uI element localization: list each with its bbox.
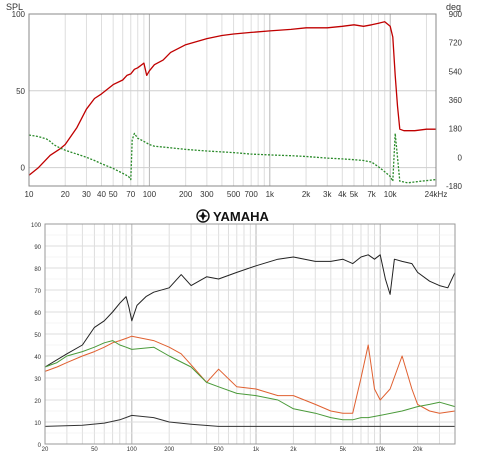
x-tick-label: 5k [340, 447, 347, 452]
y-tick-label: 90 [34, 245, 41, 251]
y-tick-label: 100 [31, 223, 42, 229]
chart1-series [28, 21, 437, 184]
series-line-3 [44, 340, 456, 421]
x-tick-label: 70 [126, 190, 135, 199]
y-tick-label: 70 [34, 289, 41, 295]
chart2-tick-labels: 20 50 100 200 500 1k 2k 5k 10k 20k 0 10 20 30 40 50 60 70… [31, 223, 423, 452]
chart1-grid [28, 13, 436, 186]
yamaha-logo-icon [196, 209, 210, 223]
series-line-4 [44, 414, 455, 427]
chart2-plot-frame [44, 223, 456, 445]
y-tick-label: 60 [34, 311, 41, 317]
x-tick-label: 20 [42, 447, 49, 452]
x-tick-label: 100 [127, 447, 138, 452]
x-tick-label: 2k [302, 190, 311, 199]
y-tick-label: 80 [34, 267, 41, 273]
x-tick-label: 4k [338, 190, 347, 199]
x-tick-label: 20 [61, 190, 70, 199]
chart1-ylabel: SPL [6, 2, 23, 12]
y-tick-label: 50 [34, 333, 41, 339]
y-tick-label: 40 [34, 355, 41, 361]
series-line-2 [44, 335, 456, 414]
x-tick-label: 7k [367, 190, 376, 199]
y-tick-label: 30 [34, 377, 41, 383]
x-tick-label: 10k [375, 447, 386, 452]
x-tick-label: 10k [384, 190, 398, 199]
series-line-2 [28, 132, 437, 184]
chart1-tick-labels: 10 20 30 40 50 70 100 200 300 500 700 1k 2k 3k 4k 5k 7k 1… [12, 10, 463, 199]
y2-tick-label: 900 [449, 10, 463, 19]
x-tick-label: 20k [413, 447, 424, 452]
x-tick-label: 200 [179, 190, 193, 199]
x-tick-label: 100 [143, 190, 157, 199]
y2-tick-label: 360 [449, 96, 463, 105]
x-tick-label: 10 [25, 190, 34, 199]
x-tick-label: 500 [227, 190, 241, 199]
x-tick-label: 24kHz [425, 190, 448, 199]
y2-tick-label: 0 [458, 153, 463, 162]
x-tick-label: 700 [244, 190, 258, 199]
x-tick-label: 50 [91, 447, 98, 452]
x-tick-label: 1k [253, 447, 260, 452]
yamaha-response-chart: YAMAHA 20 50 100 200 500 1k 2k 5k 10k 20k 0 10 20 30 4… [0, 202, 480, 452]
y-tick-label: 0 [38, 443, 42, 449]
chart2-series [44, 254, 456, 427]
x-tick-label: 5k [350, 190, 359, 199]
chart2-grid [44, 223, 456, 445]
y-tick-label: 0 [21, 164, 26, 173]
spl-phase-chart: SPL deg 10 20 30 40 50 70 100 200 300 500 700 1k 2k 3… [0, 0, 480, 200]
y2-tick-label: -180 [446, 182, 463, 191]
series-line-1 [28, 21, 436, 176]
chart1-plot-frame [28, 13, 437, 187]
y-tick-label: 20 [34, 399, 41, 405]
series-line-1 [44, 254, 456, 368]
x-tick-label: 40 [97, 190, 106, 199]
x-tick-label: 200 [164, 447, 175, 452]
x-tick-label: 50 [109, 190, 118, 199]
x-tick-label: 1k [266, 190, 275, 199]
y2-tick-label: 180 [449, 125, 463, 134]
x-tick-label: 500 [214, 447, 225, 452]
x-tick-label: 300 [200, 190, 214, 199]
x-tick-label: 30 [82, 190, 91, 199]
y2-tick-label: 720 [449, 39, 463, 48]
x-tick-label: 2k [290, 447, 297, 452]
y-tick-label: 10 [34, 421, 41, 427]
y-tick-label: 100 [12, 10, 26, 19]
chart1-y2label: deg [446, 2, 461, 12]
y-tick-label: 50 [16, 87, 25, 96]
x-tick-label: 3k [323, 190, 332, 199]
y2-tick-label: 540 [449, 67, 463, 76]
chart2-title: YAMAHA [213, 209, 269, 224]
